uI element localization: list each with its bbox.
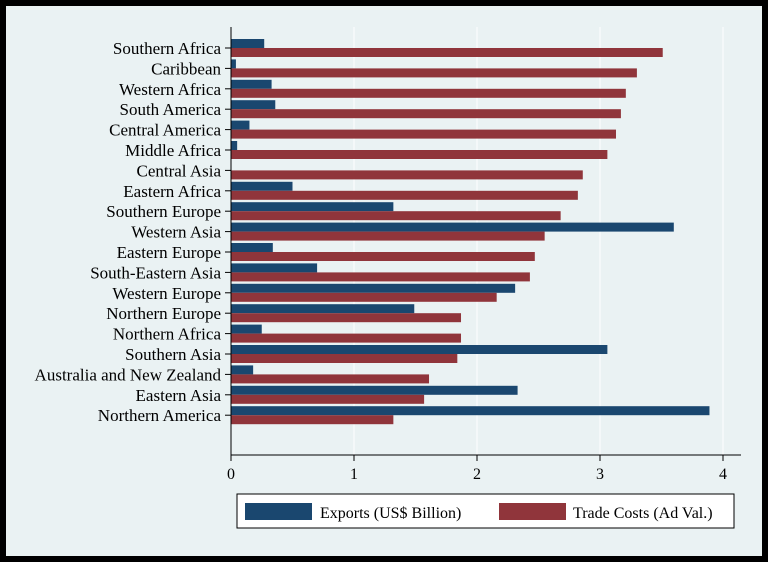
bar-exports-3 (231, 100, 276, 110)
category-label-11: South-Eastern Asia (90, 263, 221, 282)
bar-trade-costs-17 (231, 394, 425, 404)
bar-exports-10 (231, 243, 273, 252)
bar-trade-costs-5 (231, 150, 608, 159)
bar-trade-costs-9 (231, 231, 545, 241)
category-label-5: Middle Africa (125, 141, 221, 160)
bar-trade-costs-16 (231, 374, 430, 384)
bar-exports-15 (231, 345, 608, 354)
bar-exports-2 (231, 79, 272, 89)
category-label-13: Northern Europe (106, 304, 221, 323)
grid-lines (353, 27, 724, 455)
bar-trade-costs-8 (231, 211, 561, 221)
bar-exports-8 (231, 202, 394, 212)
legend-label-trade-costs: Trade Costs (Ad Val.) (573, 505, 713, 522)
category-label-1: Caribbean (151, 59, 221, 78)
category-label-7: Eastern Africa (123, 182, 221, 201)
bar-exports-16 (231, 365, 254, 375)
bar-trade-costs-13 (231, 313, 462, 323)
bar-trade-costs-3 (231, 109, 621, 119)
x-tick-label-4: 4 (719, 466, 727, 483)
category-label-3: South America (119, 100, 221, 119)
bar-exports-18 (231, 406, 710, 416)
category-label-10: Eastern Europe (117, 243, 221, 262)
bar-exports-4 (231, 120, 250, 130)
bar-trade-costs-0 (231, 48, 663, 57)
bar-trade-costs-14 (231, 333, 462, 343)
bar-exports-0 (231, 39, 265, 48)
x-axis-ticks: 0 1 2 3 4 (227, 455, 727, 483)
bar-exports-7 (231, 181, 293, 191)
x-tick-label-0: 0 (227, 466, 235, 483)
category-label-9: Western Asia (131, 223, 221, 242)
bar-exports-13 (231, 304, 415, 314)
bar-trade-costs-2 (231, 88, 626, 98)
bar-exports-11 (231, 263, 318, 273)
x-tick-label-2: 2 (473, 466, 481, 483)
category-label-18: Northern America (98, 406, 222, 425)
bar-trade-costs-6 (231, 170, 583, 180)
legend-label-exports: Exports (US$ Billion) (320, 505, 461, 522)
bar-exports-14 (231, 324, 262, 334)
category-label-14: Northern Africa (113, 325, 222, 344)
plot-area (231, 27, 741, 455)
bar-exports-5 (231, 141, 238, 150)
category-label-8: Southern Europe (106, 202, 221, 221)
figure-panel: Southern Africa Caribbean Western Africa So… (6, 6, 762, 556)
bar-trade-costs-11 (231, 272, 530, 282)
legend: Exports (US$ Billion) Trade Costs (Ad Va… (236, 493, 735, 529)
legend-swatch-trade-costs (499, 503, 566, 520)
category-label-17: Eastern Asia (136, 386, 222, 405)
category-label-16: Australia and New Zealand (35, 365, 222, 384)
category-label-4: Central America (109, 121, 221, 140)
bar-trade-costs-15 (231, 354, 458, 363)
category-label-15: Southern Asia (125, 345, 221, 364)
category-label-6: Central Asia (136, 161, 221, 180)
legend-swatch-exports (245, 503, 312, 520)
bar-exports-1 (231, 59, 236, 69)
bar-exports-12 (231, 283, 516, 293)
x-tick-label-3: 3 (596, 466, 604, 483)
category-label-0: Southern Africa (113, 39, 222, 58)
x-tick-label-1: 1 (350, 466, 358, 483)
bar-trade-costs-10 (231, 252, 535, 261)
bar-exports-17 (231, 385, 518, 395)
bar-trade-costs-12 (231, 292, 497, 302)
bar-trade-costs-18 (231, 415, 394, 425)
bar-trade-costs-1 (231, 68, 637, 78)
category-label-12: Western Europe (112, 284, 221, 303)
bars-group (231, 39, 710, 425)
category-label-2: Western Africa (119, 80, 221, 99)
bar-trade-costs-4 (231, 129, 616, 139)
bar-trade-costs-7 (231, 190, 578, 200)
bar-exports-9 (231, 222, 674, 232)
legend-box (236, 493, 735, 529)
